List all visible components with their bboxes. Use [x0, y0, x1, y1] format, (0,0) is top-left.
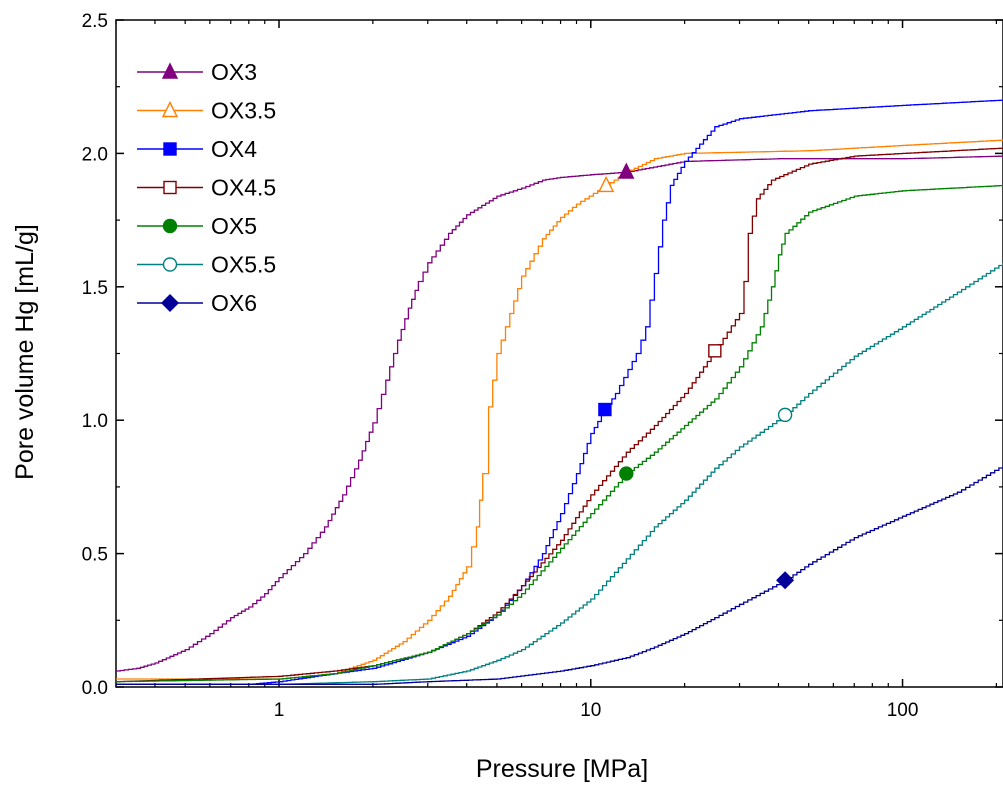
- series-line-ox6: [116, 465, 1003, 685]
- data-markers: [597, 162, 795, 590]
- x-tick-label: 10: [580, 700, 601, 721]
- legend-label: OX4: [211, 136, 257, 162]
- legend-marker: [162, 218, 178, 234]
- legend-label: OX3.5: [211, 98, 276, 124]
- legend-marker: [161, 294, 179, 312]
- x-tick-label: 1: [274, 700, 285, 721]
- legend-marker: [161, 100, 179, 118]
- y-tick-label: 2.0: [82, 144, 108, 165]
- x-tick-label: 100: [887, 700, 919, 721]
- y-tick-label: 1.0: [82, 411, 108, 432]
- series-line-ox5: [116, 184, 1003, 683]
- y-tick-label: 0.5: [82, 545, 108, 566]
- marker-ox4-5: [708, 344, 722, 358]
- marker-ox5: [619, 466, 634, 481]
- marker-ox4: [598, 402, 612, 417]
- legend-label: OX6: [211, 290, 257, 316]
- y-axis-title: Pore volume Hg [mL/g]: [11, 224, 39, 480]
- legend-label: OX4.5: [211, 175, 276, 201]
- legend-marker: [162, 257, 178, 272]
- series-lines: [116, 99, 1003, 685]
- y-tick-label: 0.0: [82, 678, 108, 699]
- tick-labels: 0.0 0.5 1.0 1.5 2.0 2.5 1 10 100: [82, 11, 919, 721]
- legend-label: OX5: [211, 213, 257, 239]
- legend-entry-ox6: OX6: [137, 290, 257, 316]
- legend-label: OX5.5: [211, 252, 276, 278]
- series-line-ox4-5: [116, 147, 1003, 683]
- legend-entry-ox3-5: OX3.5: [137, 98, 276, 124]
- legend-marker: [163, 180, 177, 195]
- series-line-ox5-5: [116, 262, 1003, 685]
- y-tick-label: 2.5: [82, 11, 108, 32]
- legend-marker: [161, 62, 179, 79]
- series-line-ox3: [116, 155, 1003, 672]
- legend-marker: [163, 142, 177, 156]
- x-axis-title: Pressure [MPa]: [476, 755, 648, 783]
- marker-ox5-5: [777, 407, 793, 423]
- legend-entry-ox4: OX4: [137, 136, 257, 162]
- marker-ox3-5: [597, 175, 615, 193]
- marker-ox6: [776, 571, 795, 590]
- marker-ox3: [618, 162, 635, 179]
- legend: OX3 OX3.5 OX4 OX4.5 OX5 OX5.5 OX6: [137, 59, 276, 316]
- y-tick-label: 1.5: [82, 278, 108, 299]
- legend-entry-ox4-5: OX4.5: [137, 175, 276, 201]
- legend-entry-ox5: OX5: [137, 213, 257, 239]
- legend-entry-ox5-5: OX5.5: [137, 252, 276, 278]
- legend-entry-ox3: OX3: [137, 59, 257, 85]
- legend-label: OX3: [211, 59, 257, 85]
